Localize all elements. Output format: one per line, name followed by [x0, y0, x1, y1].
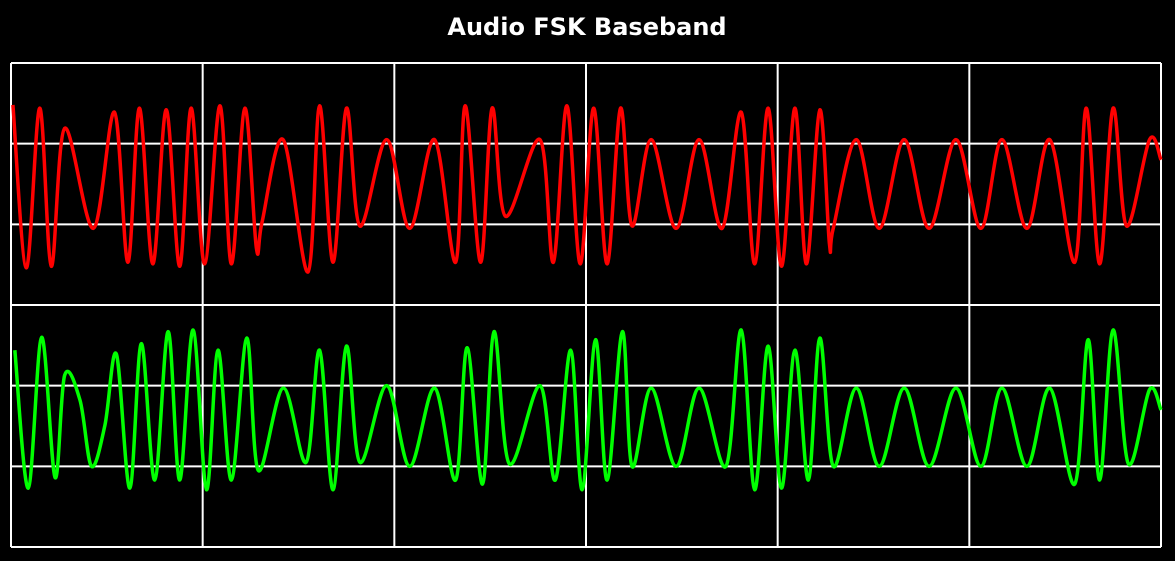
chart-title: Audio FSK Baseband — [447, 13, 726, 41]
waveform — [13, 328, 1163, 492]
waveform — [11, 103, 1163, 274]
